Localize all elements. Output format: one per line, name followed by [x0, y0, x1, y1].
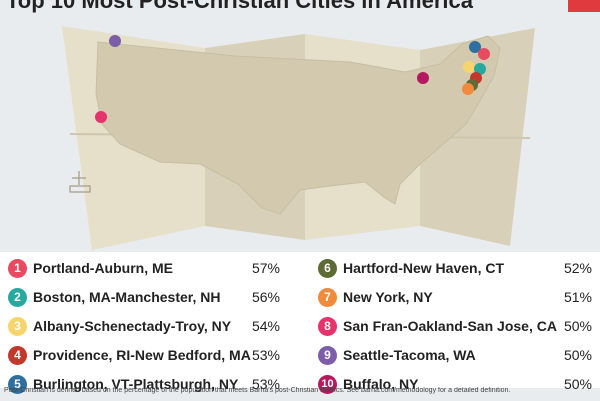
city-percent: 50% — [563, 347, 592, 363]
brand-tab — [568, 0, 600, 12]
city-percent: 53% — [251, 376, 280, 392]
map-marker-albany — [463, 61, 475, 73]
list-item: 5 Burlington, VT-Plattsburgh, NY 53% — [8, 372, 280, 396]
map-marker-seattle — [109, 35, 121, 47]
list-item: 2 Boston, MA-Manchester, NH 56% — [8, 285, 280, 309]
legend-column-right: 6 Hartford-New Haven, CT 52% 7 New York,… — [318, 256, 592, 401]
rank-badge: 5 — [8, 374, 27, 394]
map-marker-portland — [478, 48, 490, 60]
city-percent: 53% — [251, 347, 280, 363]
city-name: New York, NY — [343, 289, 433, 305]
map-marker-new-york — [462, 83, 474, 95]
legend-column-left: 1 Portland-Auburn, ME 57% 2 Boston, MA-M… — [8, 256, 280, 401]
list-item: 10 Buffalo, NY 50% — [318, 372, 592, 396]
city-name: San Fran-Oakland-San Jose, CA — [343, 318, 557, 334]
us-map-svg — [62, 26, 535, 250]
city-name: Seattle-Tacoma, WA — [343, 347, 476, 363]
list-item: 7 New York, NY 51% — [318, 285, 592, 309]
list-item: 4 Providence, RI-New Bedford, MA 53% — [8, 343, 280, 367]
city-percent: 50% — [563, 318, 592, 334]
map-marker-buffalo — [417, 72, 429, 84]
rank-badge: 4 — [8, 345, 27, 365]
city-ranking-legend: 1 Portland-Auburn, ME 57% 2 Boston, MA-M… — [0, 252, 600, 394]
city-percent: 51% — [563, 289, 592, 305]
compass-icon — [69, 171, 91, 193]
rank-badge: 7 — [318, 287, 337, 307]
list-item: 6 Hartford-New Haven, CT 52% — [318, 256, 592, 280]
footnote: Post-Christian is defined based on the p… — [4, 387, 511, 394]
rank-badge: 9 — [318, 345, 337, 365]
city-name: Buffalo, NY — [343, 376, 419, 392]
list-item: 3 Albany-Schenectady-Troy, NY 54% — [8, 314, 280, 338]
city-percent: 56% — [251, 289, 280, 305]
city-name: Burlington, VT-Plattsburgh, NY — [33, 376, 239, 392]
rank-badge: 3 — [8, 316, 27, 336]
city-name: Hartford-New Haven, CT — [343, 260, 505, 276]
map-marker-burlington — [469, 41, 481, 53]
city-name: Albany-Schenectady-Troy, NY — [33, 318, 232, 334]
list-item: 8 San Fran-Oakland-San Jose, CA 50% — [318, 314, 592, 338]
city-percent: 54% — [251, 318, 280, 334]
rank-badge: 1 — [8, 258, 27, 278]
list-item: 9 Seattle-Tacoma, WA 50% — [318, 343, 592, 367]
list-item: 1 Portland-Auburn, ME 57% — [8, 256, 280, 280]
rank-badge: 10 — [318, 374, 337, 394]
page-title: Top 10 Most Post-Christian Cities in Ame… — [6, 0, 473, 13]
city-percent: 57% — [251, 260, 280, 276]
rank-badge: 2 — [8, 287, 27, 307]
city-name: Providence, RI-New Bedford, MA — [33, 347, 251, 363]
map-marker-san-francisco — [95, 111, 107, 123]
map-marker-boston — [474, 63, 486, 75]
city-percent: 52% — [563, 260, 592, 276]
rank-badge: 6 — [318, 258, 337, 278]
city-name: Portland-Auburn, ME — [33, 260, 173, 276]
city-percent: 50% — [563, 376, 592, 392]
rank-badge: 8 — [318, 316, 337, 336]
city-name: Boston, MA-Manchester, NH — [33, 289, 221, 305]
usa-landmass — [95, 35, 501, 215]
folded-map — [0, 14, 600, 252]
